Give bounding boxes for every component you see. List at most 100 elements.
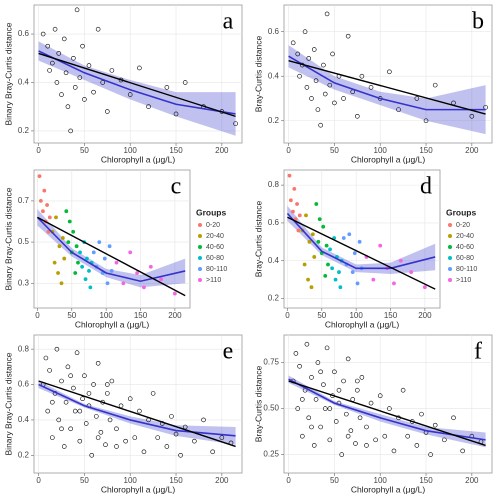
point	[137, 65, 142, 71]
legend-title: Groups	[196, 207, 226, 217]
point	[469, 113, 475, 119]
point	[155, 435, 161, 440]
fit-line	[288, 380, 486, 447]
point	[102, 256, 107, 261]
x-tick-label: 50	[330, 476, 339, 485]
legend-label: 0-20	[456, 222, 470, 229]
point	[414, 443, 420, 448]
point	[357, 415, 363, 421]
point	[59, 281, 64, 286]
point	[321, 62, 326, 68]
point	[59, 426, 64, 432]
point	[77, 75, 83, 80]
point	[353, 441, 358, 446]
point	[109, 68, 115, 73]
point	[87, 269, 91, 273]
point	[80, 396, 85, 401]
point	[460, 448, 465, 454]
y-tick-label: 0.4	[18, 415, 30, 424]
point	[80, 43, 85, 49]
point	[103, 442, 108, 447]
point	[109, 378, 115, 384]
point	[327, 437, 333, 443]
point	[105, 391, 110, 396]
y-tick-label: 0.2	[18, 450, 30, 459]
point	[296, 228, 301, 233]
legend-swatch	[448, 223, 452, 227]
point	[105, 382, 110, 387]
point	[66, 240, 71, 244]
point	[333, 419, 339, 424]
fit-line	[37, 216, 186, 297]
x-axis-label: Chlorophyll a (μg/L)	[351, 484, 426, 494]
panel: 0 50 100 150 200 0.2 0.4 0.6 0.8 d Chlorophyll a (…	[253, 169, 477, 329]
point	[142, 285, 146, 290]
panel-letter: d	[420, 174, 432, 200]
point	[42, 188, 47, 193]
point	[78, 250, 82, 255]
y-axis-label: Binary Bray-Curtis distance	[3, 22, 13, 125]
point	[219, 435, 225, 440]
x-tick-label: 100	[374, 146, 388, 155]
point	[77, 438, 83, 444]
point	[432, 422, 438, 428]
x-tick-label: 50	[67, 311, 76, 320]
point	[45, 203, 49, 207]
point	[295, 202, 299, 206]
x-tick-label: 0	[36, 476, 41, 485]
y-axis-label: Binary Bray-Curtis distance	[3, 187, 13, 290]
fit-line	[38, 383, 236, 437]
point	[291, 209, 295, 214]
y-axis-label: Bray-Curtis distance	[253, 35, 263, 112]
fit-line	[286, 212, 436, 270]
panel: 0 50 100 150 200 0.2 0.4 0.6 b Chlorophyll a (μg/…	[253, 4, 493, 164]
panel-letter: f	[474, 339, 482, 365]
point	[74, 7, 80, 13]
point	[107, 417, 113, 423]
point	[377, 393, 383, 399]
panel-letter: e	[223, 339, 234, 365]
plot-area	[33, 334, 243, 474]
point	[328, 247, 332, 252]
confidence-band	[288, 45, 486, 135]
point	[41, 209, 45, 214]
point	[47, 68, 52, 73]
point	[315, 107, 321, 112]
point	[50, 60, 55, 66]
point	[47, 215, 52, 220]
y-tick-label: 0.3	[18, 278, 30, 287]
point	[86, 391, 92, 396]
point	[359, 375, 365, 380]
point	[61, 36, 67, 42]
point	[91, 250, 96, 255]
x-tick-label: 200	[465, 146, 479, 155]
x-tick-label: 150	[169, 476, 183, 485]
fit-line	[288, 378, 486, 441]
point	[304, 213, 308, 218]
x-tick-label: 50	[317, 311, 326, 320]
point	[338, 285, 343, 290]
fit-line	[36, 216, 186, 283]
point	[359, 73, 365, 79]
point	[321, 382, 326, 387]
point	[373, 437, 378, 443]
point	[306, 56, 312, 61]
point	[82, 373, 87, 378]
point	[141, 449, 147, 455]
point	[327, 82, 333, 88]
point	[333, 277, 338, 282]
point	[63, 70, 69, 76]
fit-line	[287, 216, 436, 290]
point	[344, 411, 349, 417]
legend-swatch	[198, 267, 202, 271]
point	[72, 85, 78, 90]
point	[63, 399, 69, 405]
y-tick-label: 0.6	[268, 218, 280, 227]
point	[107, 244, 112, 249]
x-tick-label: 50	[80, 476, 89, 485]
panel-letter: a	[223, 9, 234, 35]
point	[309, 424, 314, 430]
point	[310, 232, 315, 237]
point	[400, 387, 406, 393]
x-tick-label: 150	[169, 146, 183, 155]
